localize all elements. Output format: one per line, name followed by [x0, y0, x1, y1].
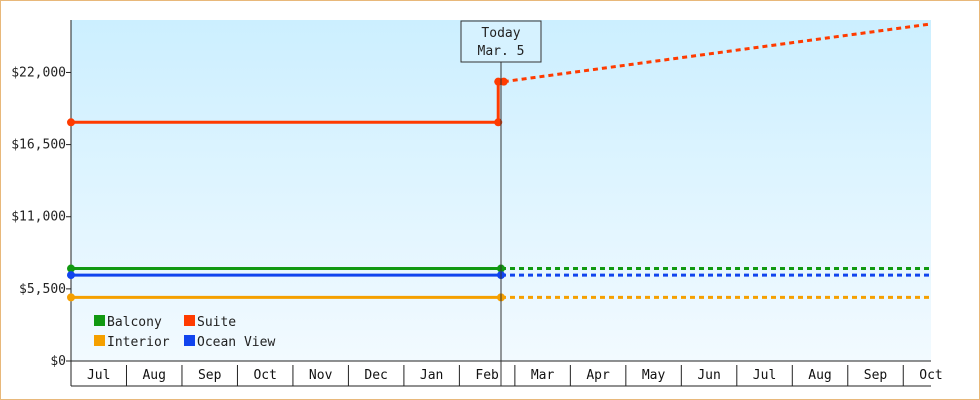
y-tick-label: $0	[50, 354, 66, 369]
data-point	[67, 264, 75, 273]
y-tick-label: $11,000	[11, 210, 66, 225]
legend-swatch	[94, 315, 105, 326]
legend-item-balcony: Balcony	[94, 315, 162, 330]
month-label: Nov	[309, 368, 333, 383]
today-box	[460, 20, 542, 63]
data-point	[67, 271, 75, 280]
data-point	[67, 118, 75, 127]
month-label: Apr	[586, 368, 610, 383]
month-label: Sep	[198, 368, 222, 383]
today-date: Mar. 5	[478, 44, 525, 59]
legend-label: Ocean View	[197, 335, 275, 350]
month-label: Dec	[364, 368, 387, 383]
legend-label: Interior	[107, 335, 170, 350]
month-label: Jul	[753, 368, 776, 383]
legend-swatch	[184, 315, 195, 326]
legend-item-suite: Suite	[184, 315, 236, 330]
legend-label: Balcony	[107, 315, 162, 330]
legend-item-interior: Interior	[94, 335, 170, 350]
month-label: Feb	[475, 368, 499, 383]
legend-item-ocean-view: Ocean View	[184, 335, 275, 350]
month-label: Jul	[87, 368, 110, 383]
month-label: Aug	[808, 368, 831, 383]
month-label: Oct	[253, 368, 276, 383]
legend-label: Suite	[197, 315, 236, 330]
month-label: May	[642, 368, 666, 383]
y-tick-label: $22,000	[11, 65, 66, 80]
legend-swatch	[184, 335, 195, 346]
data-point	[494, 118, 503, 127]
month-label: Jun	[697, 368, 720, 383]
data-point	[494, 77, 503, 86]
month-label: Jan	[420, 368, 443, 383]
month-label: Aug	[142, 368, 165, 383]
y-tick-label: $5,500	[19, 282, 66, 297]
month-label: Sep	[864, 368, 888, 383]
today-label: Today	[481, 26, 520, 41]
month-label: Oct	[919, 368, 942, 383]
data-point	[499, 77, 508, 86]
data-point	[67, 293, 75, 302]
legend-swatch	[94, 335, 105, 346]
month-label: Mar	[531, 368, 555, 383]
y-tick-label: $16,500	[11, 138, 66, 153]
